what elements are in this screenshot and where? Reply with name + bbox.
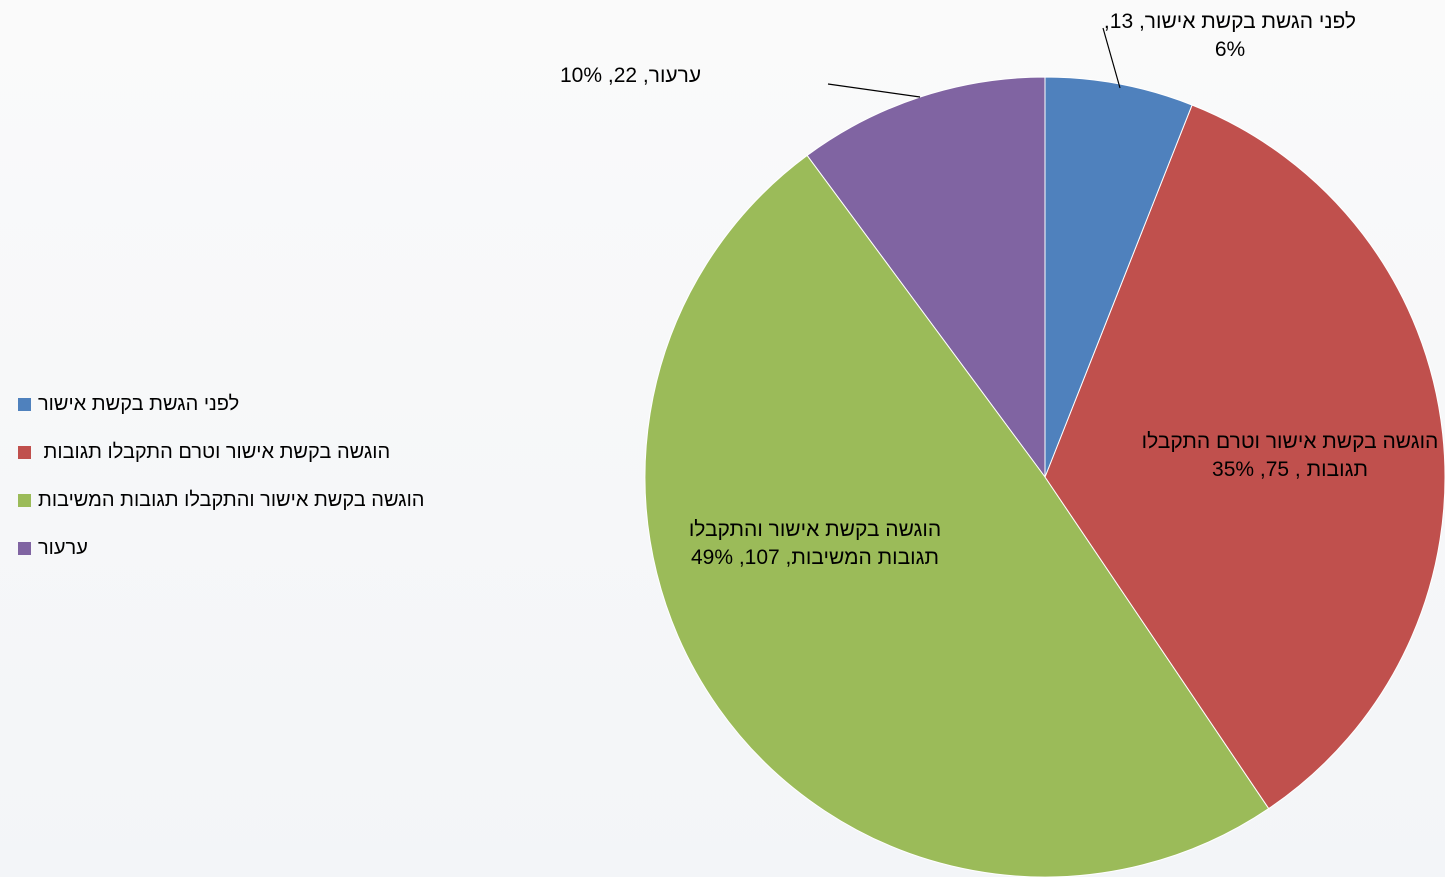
legend-label: ערעור xyxy=(38,537,88,560)
chart: לפני הגשת בקשת אישור, 13, 6% הוגשה בקשת א… xyxy=(0,0,1445,877)
legend-entry: לפני הגשת בקשת אישור xyxy=(18,393,239,416)
data-label: ערעור, 22, 10% xyxy=(560,62,822,90)
data-label: הוגשה בקשת אישור וטרם התקבלו תגובות , 75… xyxy=(1140,428,1440,484)
legend-swatch xyxy=(18,494,31,507)
legend-label: הוגשה בקשת אישור וטרם התקבלו תגובות xyxy=(38,441,390,464)
legend-swatch xyxy=(18,398,31,411)
legend-swatch xyxy=(18,446,31,459)
legend-swatch xyxy=(18,542,31,555)
legend-entry: ערעור xyxy=(18,537,88,560)
legend-entry: הוגשה בקשת אישור והתקבלו תגובות המשיבות xyxy=(18,489,424,512)
legend-label: הוגשה בקשת אישור והתקבלו תגובות המשיבות xyxy=(38,489,424,512)
legend-label: לפני הגשת בקשת אישור xyxy=(38,393,239,416)
data-label: לפני הגשת בקשת אישור, 13, 6% xyxy=(1090,8,1370,64)
data-label: הוגשה בקשת אישור והתקבלו תגובות המשיבות,… xyxy=(670,516,960,572)
leader-line xyxy=(828,84,920,97)
legend-entry: הוגשה בקשת אישור וטרם התקבלו תגובות xyxy=(18,441,390,464)
